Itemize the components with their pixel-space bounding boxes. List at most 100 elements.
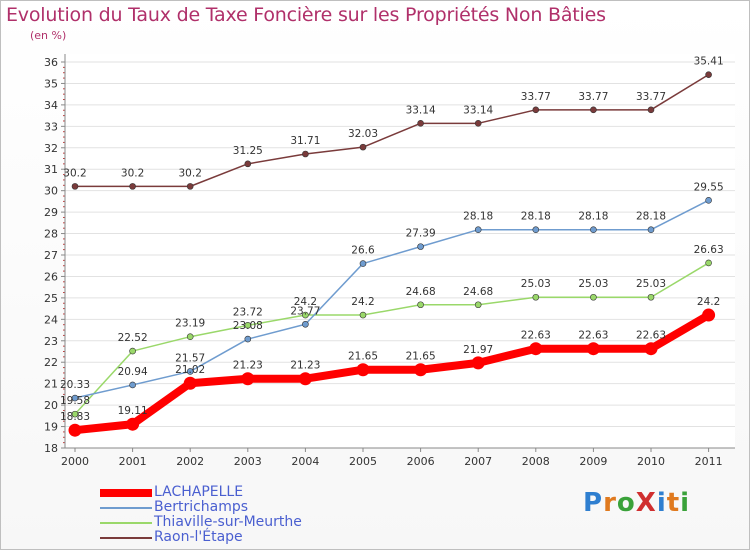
data-label: 27.39 <box>406 228 436 240</box>
data-label: 24.68 <box>406 286 436 298</box>
logo-letter: r <box>603 488 617 518</box>
data-label: 24.2 <box>294 296 317 308</box>
y-tick-label: 29 <box>44 206 58 219</box>
data-label: 24.2 <box>697 296 720 308</box>
data-label: 33.77 <box>521 91 551 103</box>
y-tick-label: 24 <box>44 313 58 326</box>
data-label: 29.55 <box>694 181 724 193</box>
data-point <box>129 183 136 190</box>
data-point <box>417 243 424 250</box>
x-tick-label: 2001 <box>119 455 147 468</box>
legend-label: Bertrichamps <box>154 499 249 515</box>
data-point <box>647 226 655 233</box>
data-point <box>359 260 367 267</box>
y-tick-label: 31 <box>44 163 58 176</box>
data-label: 33.14 <box>406 104 436 116</box>
x-tick-label: 2009 <box>579 455 607 468</box>
data-label: 31.25 <box>233 145 263 157</box>
data-point <box>68 423 82 437</box>
data-label: 22.63 <box>521 330 551 342</box>
data-point <box>590 106 597 114</box>
data-point <box>590 226 597 233</box>
data-label: 21.57 <box>175 352 205 364</box>
data-point <box>126 417 140 431</box>
legend-swatch <box>100 507 152 509</box>
data-label: 26.6 <box>351 245 375 257</box>
x-tick-label: 2007 <box>464 455 492 468</box>
data-point <box>356 363 370 377</box>
data-point <box>186 333 194 341</box>
legend-label: Thiaville-sur-Meurthe <box>154 514 302 530</box>
y-tick-label: 21 <box>44 378 58 391</box>
x-tick-label: 2006 <box>407 455 435 468</box>
data-point <box>586 342 600 356</box>
legend-swatch <box>100 489 152 497</box>
data-label: 24.68 <box>463 286 493 298</box>
data-label: 30.2 <box>121 167 144 179</box>
data-label: 31.71 <box>290 135 320 147</box>
data-label: 21.65 <box>348 351 378 363</box>
data-label: 33.77 <box>578 91 608 103</box>
data-label: 20.94 <box>118 366 148 378</box>
series-line-0 <box>71 311 713 435</box>
series-line-1 <box>74 199 710 399</box>
legend-label: LACHAPELLE <box>154 484 244 500</box>
logo-letter: X <box>635 488 657 518</box>
data-label: 22.52 <box>118 332 148 344</box>
data-point <box>590 293 597 301</box>
data-point <box>417 301 424 309</box>
data-point <box>532 106 540 114</box>
data-label: 24.2 <box>351 296 374 308</box>
y-tick-label: 25 <box>44 292 58 305</box>
series-line-3 <box>74 73 710 188</box>
data-point <box>71 410 79 418</box>
data-label: 19.58 <box>60 395 90 407</box>
y-tick-label: 35 <box>44 77 58 90</box>
data-point <box>71 183 79 190</box>
data-label: 20.33 <box>60 379 90 391</box>
y-tick-label: 33 <box>44 120 58 133</box>
data-point <box>183 376 197 390</box>
data-point <box>644 342 658 356</box>
chart-title: Evolution du Taux de Taxe Foncière sur l… <box>6 4 606 26</box>
data-point <box>532 293 540 301</box>
data-label: 23.77 <box>290 305 320 317</box>
data-point <box>705 197 712 204</box>
data-label: 21.97 <box>463 344 493 356</box>
data-point <box>647 106 655 114</box>
legend-label: Raon-l'Étape <box>154 529 243 545</box>
data-point <box>302 150 309 158</box>
y-tick-label: 20 <box>44 399 58 412</box>
data-point <box>705 259 712 267</box>
x-tick-label: 2010 <box>637 455 665 468</box>
legend-swatch <box>100 522 152 524</box>
x-tick-label: 2004 <box>291 455 319 468</box>
legend-swatch <box>100 537 152 539</box>
y-tick-label: 30 <box>44 185 58 198</box>
logo-letter: i <box>656 488 667 518</box>
x-tick-label: 2005 <box>349 455 377 468</box>
y-tick-label: 18 <box>44 442 58 455</box>
y-tick-label: 19 <box>44 421 58 434</box>
data-label: 33.77 <box>636 91 666 103</box>
y-tick-label: 34 <box>44 99 58 112</box>
data-point <box>359 143 367 151</box>
data-label: 28.18 <box>463 211 493 223</box>
plot-area <box>65 54 735 448</box>
logo-letter: t <box>666 488 681 518</box>
data-label: 21.65 <box>406 351 436 363</box>
data-point <box>471 356 485 370</box>
logo-letter: P <box>583 488 604 518</box>
data-label: 28.18 <box>578 211 608 223</box>
data-point <box>129 347 136 355</box>
y-tick-label: 28 <box>44 228 58 241</box>
data-label: 22.63 <box>636 330 666 342</box>
data-point <box>474 120 482 127</box>
data-point <box>302 311 309 319</box>
data-point <box>702 308 716 322</box>
data-label: 35.41 <box>694 56 724 68</box>
data-label: 18.83 <box>60 411 90 423</box>
data-point <box>244 322 252 329</box>
y-tick-label: 36 <box>44 56 58 69</box>
